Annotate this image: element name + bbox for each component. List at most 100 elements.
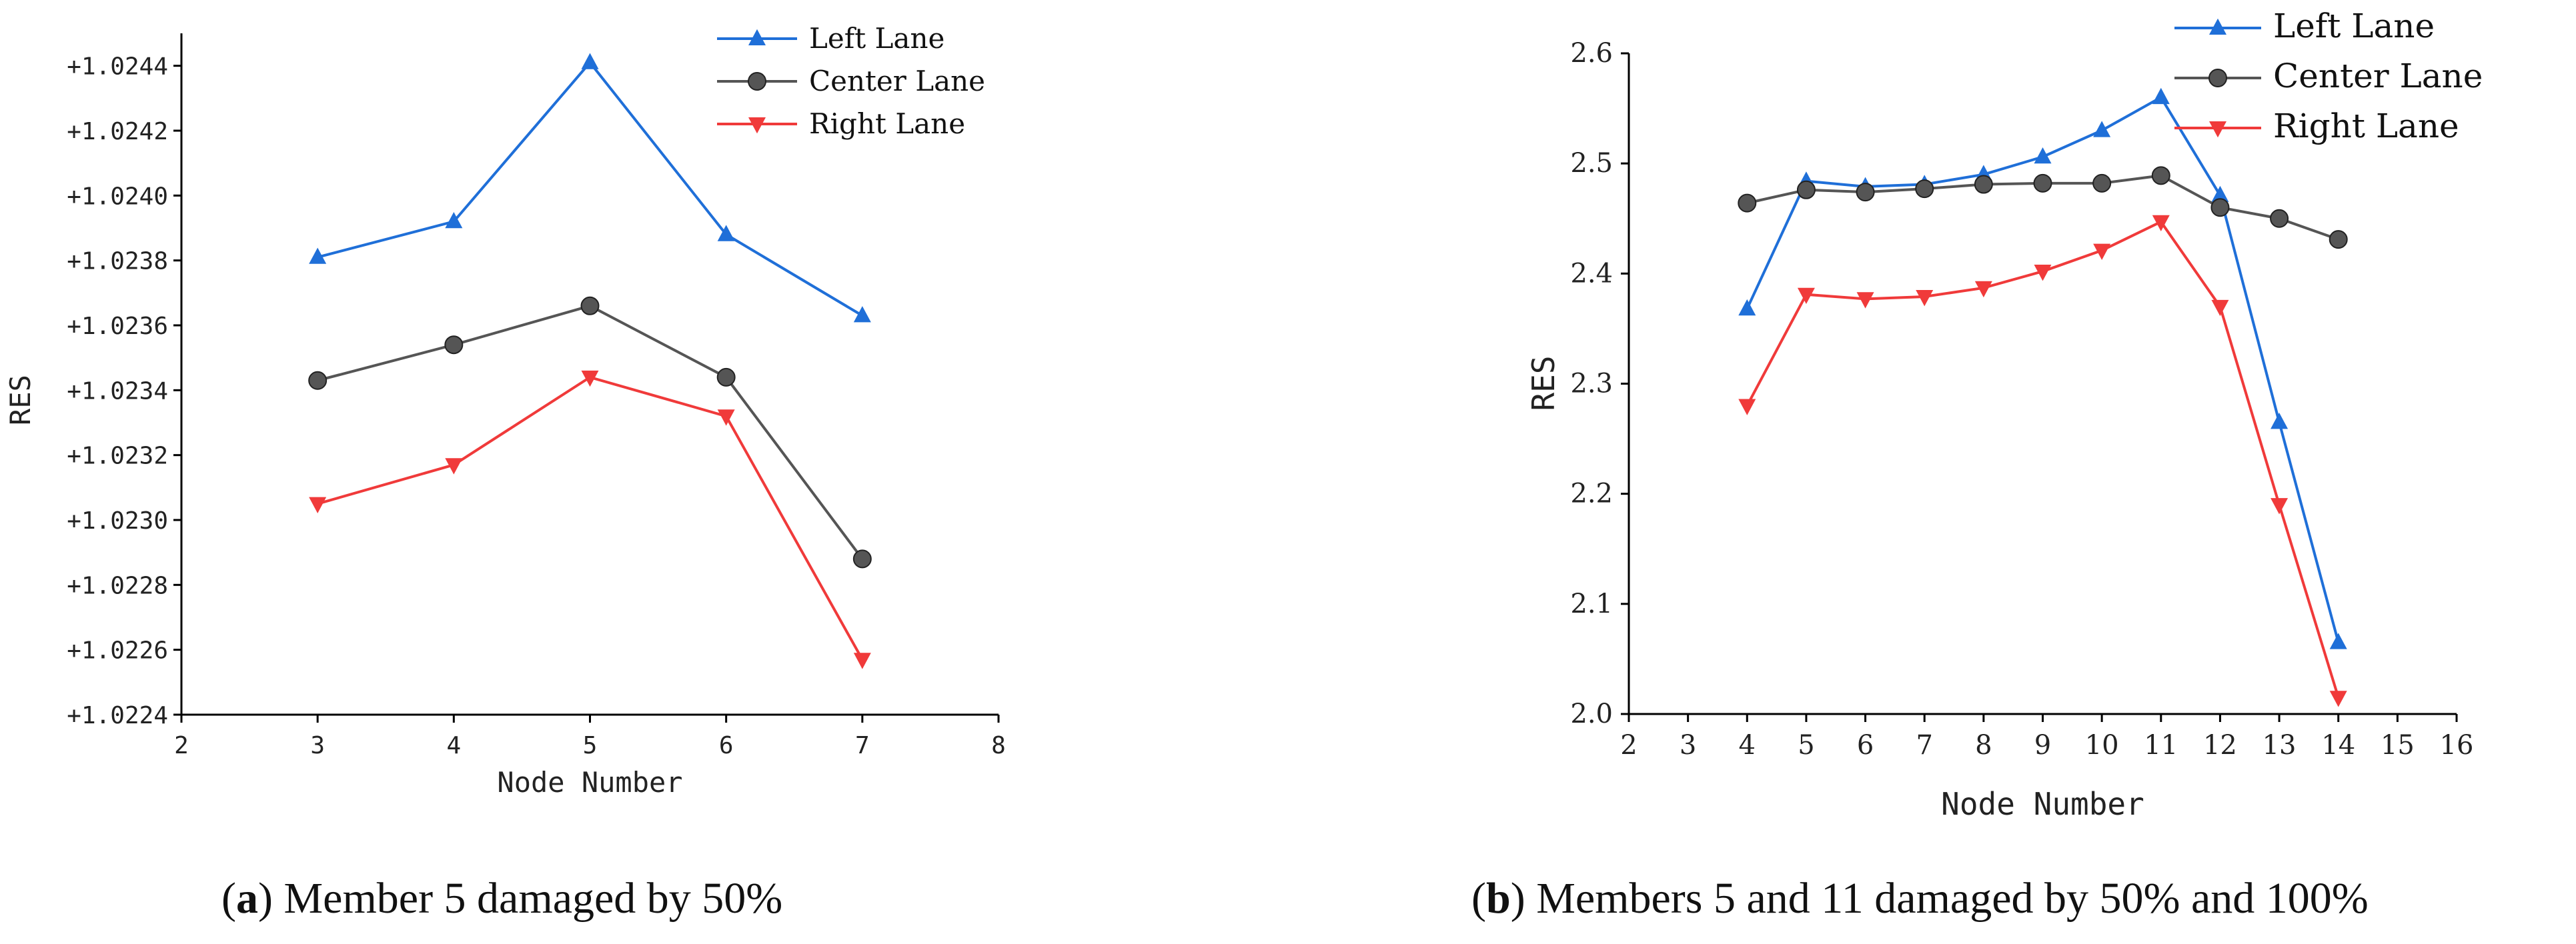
x-tick-label: 8 — [991, 732, 1006, 759]
data-point — [1738, 399, 1756, 415]
y-tick-label: +1.0236 — [67, 313, 168, 340]
y-tick-label: +1.0224 — [67, 702, 168, 729]
data-point — [2151, 166, 2170, 185]
y-axis-title: RES — [4, 375, 37, 425]
data-point — [580, 296, 600, 315]
data-point — [2270, 209, 2289, 228]
legend-marker — [748, 29, 766, 46]
data-point — [2034, 147, 2052, 164]
y-tick-label: +1.0230 — [67, 507, 168, 535]
x-tick-label: 6 — [1857, 730, 1874, 761]
legend-item: Left Lane — [2174, 7, 2435, 45]
data-point — [2093, 243, 2111, 260]
x-tick-label: 10 — [2085, 730, 2119, 761]
data-point — [2329, 691, 2347, 707]
x-tick-label: 11 — [2144, 730, 2178, 761]
caption-a: (a) Member 5 damaged by 50% — [221, 874, 783, 923]
y-tick-label: +1.0232 — [67, 443, 168, 470]
y-tick-label: 2.0 — [1570, 699, 1613, 729]
x-tick-label: 12 — [2203, 730, 2237, 761]
data-point — [2092, 173, 2112, 193]
legend-marker — [2208, 69, 2227, 87]
series-line — [317, 375, 864, 661]
y-tick-label: 2.3 — [1570, 369, 1613, 399]
data-point — [2034, 265, 2052, 281]
y-tick-label: 2.4 — [1570, 258, 1613, 289]
y-tick-label: 2.1 — [1570, 589, 1613, 619]
y-tick-label: +1.0244 — [67, 53, 168, 81]
x-tick-label: 9 — [2034, 730, 2051, 761]
x-axis-title: Node Number — [1941, 786, 2144, 822]
caption-a-label: a — [235, 874, 258, 923]
caption-b-label: b — [1485, 874, 1511, 923]
x-tick-label: 15 — [2381, 730, 2415, 761]
y-tick-label: +1.0228 — [67, 572, 168, 599]
data-point — [444, 335, 464, 355]
x-tick-label: 5 — [1798, 730, 1814, 761]
y-tick-label: 2.6 — [1570, 38, 1613, 69]
series-center-lane — [308, 296, 872, 569]
legend-item: Right Lane — [717, 107, 965, 140]
data-point — [2033, 173, 2052, 193]
data-point — [2210, 198, 2230, 217]
x-tick-label: 5 — [583, 732, 598, 759]
legend-item: Left Lane — [717, 22, 944, 55]
data-point — [2152, 87, 2170, 105]
series-right-lane — [1738, 215, 2347, 707]
x-tick-label: 4 — [446, 732, 461, 759]
series-right-lane — [309, 370, 871, 669]
data-point — [1797, 287, 1815, 305]
data-point — [309, 497, 327, 513]
data-point — [1974, 175, 1993, 194]
legend-marker — [2209, 18, 2226, 35]
legend-marker — [2209, 121, 2226, 138]
legend-label: Center Lane — [809, 65, 985, 97]
data-point — [853, 306, 871, 323]
data-point — [2211, 185, 2229, 203]
legend-item: Center Lane — [717, 65, 985, 97]
y-axis-title: RES — [1525, 355, 1561, 411]
series-line — [317, 304, 864, 560]
x-tick-label: 16 — [2440, 730, 2474, 761]
legend-item: Right Lane — [2174, 107, 2459, 145]
caption-b-text: Members 5 and 11 damaged by 50% and 100% — [1536, 874, 2369, 923]
data-point — [1796, 180, 1816, 199]
series-center-lane — [1738, 166, 2348, 249]
x-tick-label: 13 — [2263, 730, 2297, 761]
data-point — [1915, 179, 1934, 199]
x-tick-label: 8 — [1975, 730, 1992, 761]
data-point — [308, 371, 328, 390]
data-point — [581, 53, 599, 69]
x-tick-label: 3 — [1680, 730, 1696, 761]
legend-label: Right Lane — [2273, 107, 2459, 145]
legend-marker — [748, 117, 766, 134]
data-point — [2211, 299, 2229, 317]
x-tick-label: 4 — [1739, 730, 1756, 761]
data-point — [1738, 193, 1757, 213]
data-point — [445, 458, 463, 475]
data-point — [1738, 299, 1756, 316]
data-point — [716, 367, 736, 387]
legend-marker — [748, 72, 766, 91]
legend-label: Right Lane — [809, 107, 965, 140]
legend-label: Center Lane — [2273, 57, 2483, 95]
chart-b: 2 3 4 5 6 7 8 9 10 11 12 13 14 15 16 2.0 2.1 2.2 2.3 2.4 2.5… — [1525, 7, 2483, 822]
data-point — [2093, 121, 2111, 137]
legend-label: Left Lane — [2273, 7, 2435, 45]
data-point — [2152, 215, 2170, 232]
legend-item: Center Lane — [2174, 57, 2483, 95]
x-tick-label: 3 — [310, 732, 325, 759]
y-tick-label: +1.0234 — [67, 377, 168, 405]
x-tick-label: 7 — [855, 732, 870, 759]
x-tick-label: 6 — [719, 732, 734, 759]
series-line — [1746, 220, 2340, 698]
data-point — [717, 225, 735, 241]
series-left-lane — [1738, 87, 2347, 649]
data-point — [2271, 413, 2289, 429]
data-point — [1856, 183, 1875, 202]
x-tick-label: 2 — [1620, 730, 1637, 761]
data-point — [1856, 292, 1874, 309]
data-point — [309, 247, 327, 264]
data-point — [2329, 230, 2348, 249]
